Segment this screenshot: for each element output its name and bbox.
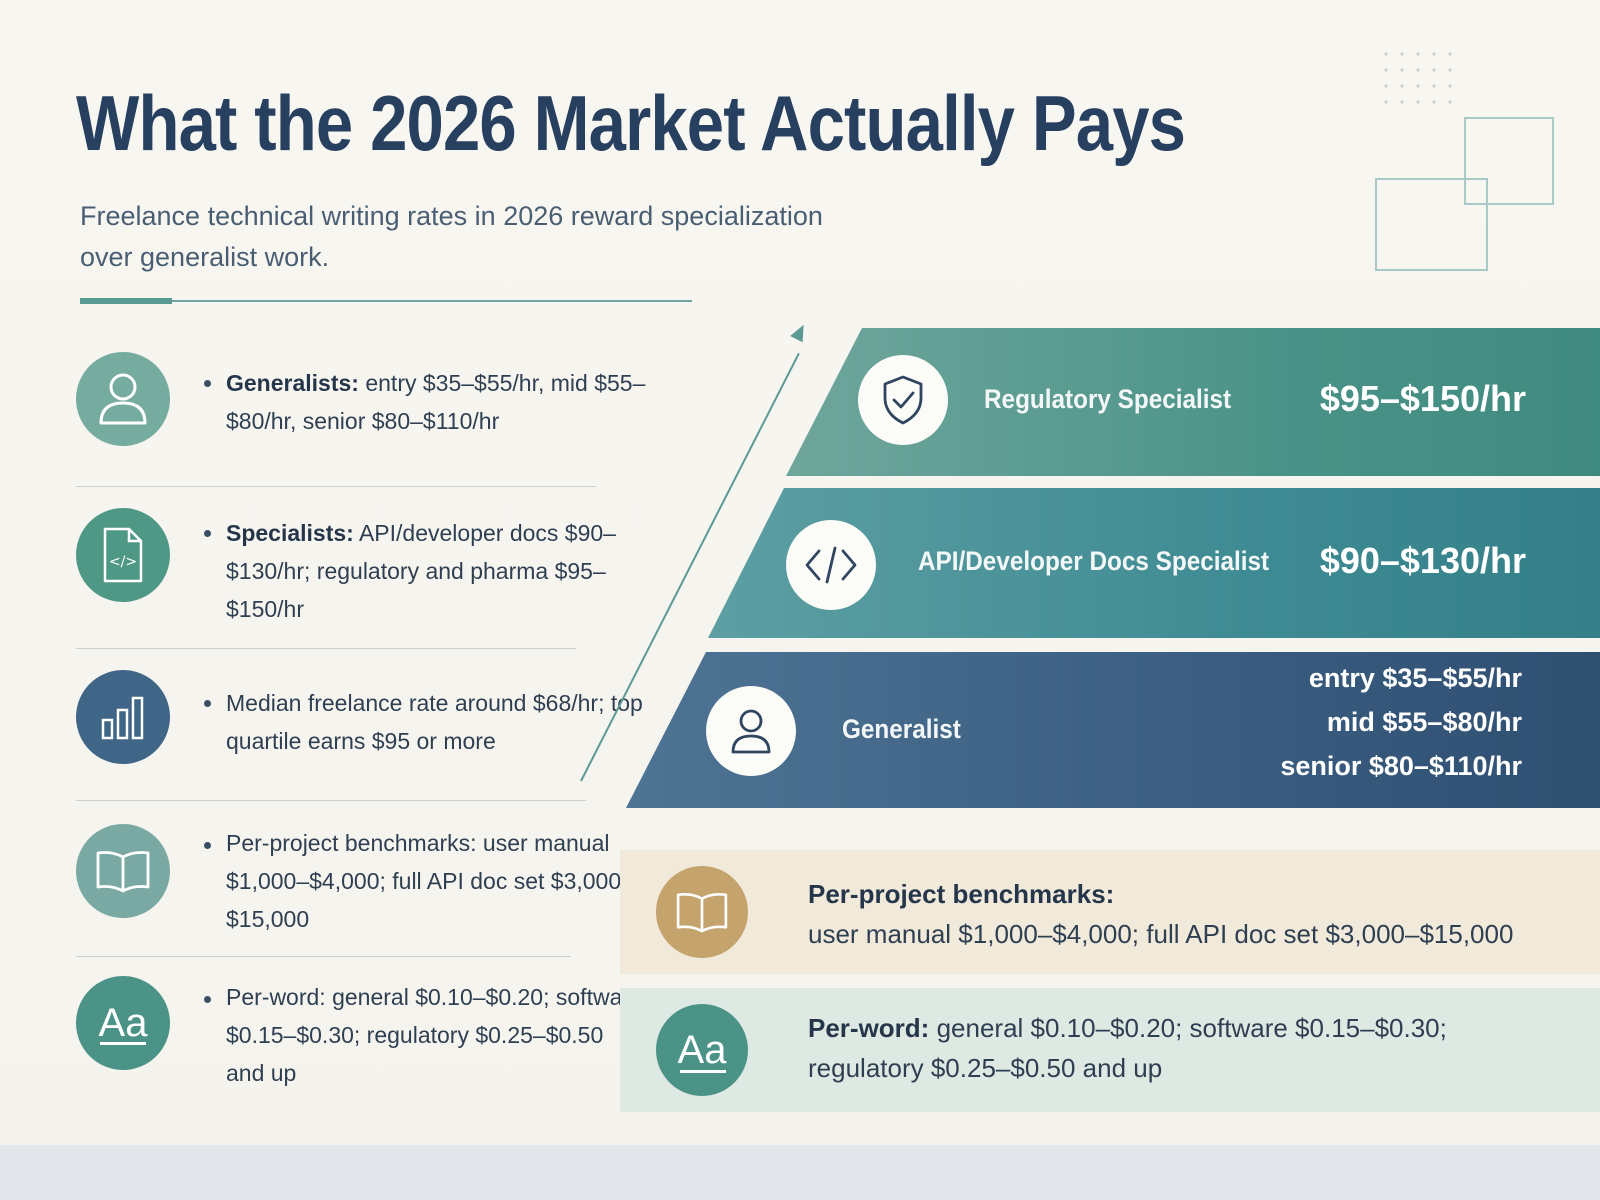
typography-glyph: Aa — [98, 1001, 148, 1045]
per-word-box: Aa Per-word: general $0.10–$0.20; softwa… — [620, 988, 1600, 1112]
tier-label: API/Developer Docs Specialist — [918, 546, 1270, 576]
list-item-median: Median freelance rate around $68/hr; top… — [76, 670, 643, 770]
list-item-specialists: </> Specialists: API/developer docs $90–… — [76, 508, 616, 628]
list-item-per-project: Per-project benchmarks: user manual $1,0… — [76, 820, 634, 940]
footer-band — [0, 1145, 1600, 1200]
tier-rate: $95–$150/hr — [1319, 378, 1526, 419]
typography-icon: Aa — [656, 1004, 748, 1096]
bullet-dot — [204, 380, 211, 387]
list-item-text: Generalists: entry $35–$55/hr, mid $55–$… — [226, 370, 646, 434]
page-title: What the 2026 Market Actually Pays — [76, 79, 1186, 167]
person-icon — [706, 686, 796, 776]
tier-regulatory-specialist: Regulatory Specialist $95–$150/hr — [786, 328, 1600, 476]
bar-chart-icon — [76, 670, 170, 764]
bullet-dot — [204, 700, 211, 707]
tier-generalist: Generalist entry $35–$55/hr mid $55–$80/… — [626, 652, 1600, 808]
bullet-dot — [204, 842, 211, 849]
list-item-generalists: Generalists: entry $35–$55/hr, mid $55–$… — [76, 352, 645, 452]
open-book-icon — [76, 824, 170, 918]
person-icon — [76, 352, 170, 446]
list-item-text: Specialists: API/developer docs $90–$130… — [226, 520, 616, 622]
per-word-text: Per-word: general $0.10–$0.20; software … — [808, 1013, 1447, 1083]
tier-label: Generalist — [842, 714, 961, 744]
square-outline-decoration — [1375, 178, 1488, 271]
tier-rate: $90–$130/hr — [1319, 540, 1526, 581]
list-item-text: Per-word: general $0.10–$0.20; software … — [226, 984, 643, 1086]
dot-grid-decoration — [1378, 46, 1458, 116]
list-separator — [76, 800, 586, 801]
bullet-dot — [204, 996, 211, 1003]
typography-glyph: Aa — [677, 1028, 727, 1072]
per-project-text: Per-project benchmarks: user manual $1,00… — [808, 879, 1514, 949]
list-item-per-word: Aa Per-word: general $0.10–$0.20; softwa… — [76, 972, 643, 1092]
typography-underline — [100, 1042, 146, 1045]
bullet-dot — [204, 530, 211, 537]
tier-rate-senior: senior $80–$110/hr — [1280, 751, 1522, 781]
tier-rate-list: entry $35–$55/hr mid $55–$80/hr senior $… — [1280, 656, 1522, 788]
list-separator — [76, 956, 571, 957]
svg-text:</>: </> — [109, 554, 137, 570]
tier-rate-mid: mid $55–$80/hr — [1326, 707, 1522, 737]
list-item-text: Median freelance rate around $68/hr; top… — [226, 690, 643, 754]
code-brackets-icon — [786, 520, 876, 610]
list-separator — [76, 648, 576, 649]
title-divider — [80, 300, 692, 302]
open-book-icon — [656, 866, 748, 958]
code-document-icon: </> — [76, 508, 170, 602]
list-item-text: Per-project benchmarks: user manual $1,0… — [226, 830, 634, 932]
title-divider-accent — [80, 298, 172, 304]
typography-icon: Aa — [76, 976, 170, 1070]
list-separator — [76, 486, 596, 487]
page-subtitle: Freelance technical writing rates in 202… — [80, 201, 823, 272]
typography-underline — [680, 1070, 726, 1073]
shield-check-icon — [858, 355, 948, 445]
tier-api-developer-docs-specialist: API/Developer Docs Specialist $90–$130/h… — [708, 488, 1600, 638]
tier-label: Regulatory Specialist — [984, 384, 1232, 414]
square-outline-decoration — [1464, 117, 1554, 205]
tier-rate-entry: entry $35–$55/hr — [1308, 663, 1522, 693]
per-project-box: Per-project benchmarks: user manual $1,00… — [620, 850, 1600, 974]
